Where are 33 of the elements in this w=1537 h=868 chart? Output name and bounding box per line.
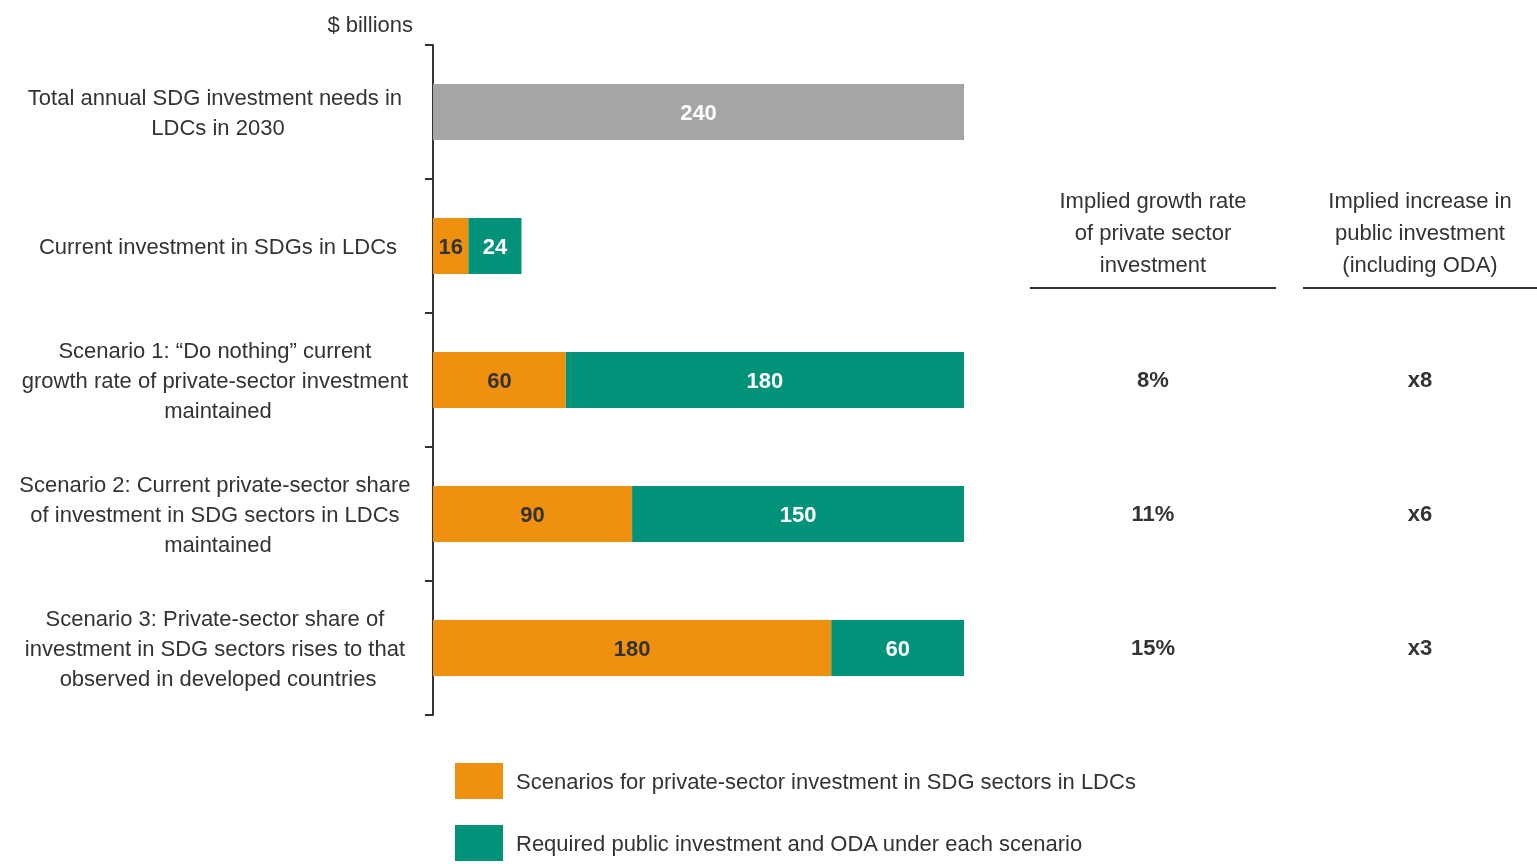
y-tick-label: Scenario 2: Current private-sector share of investment in SDG sectors in LDCs maintained	[19, 471, 417, 557]
bar	[433, 620, 832, 676]
legend-label: Scenarios for private-sector investment in SDG sectors in LDCs	[516, 768, 1136, 794]
text: x3	[1406, 635, 1434, 661]
text: Implied increase in public investment (including ODA)	[1303, 185, 1537, 289]
y-tick-label: Scenario 1: “Do nothing” current growth rate of private-sector investment maintained	[21, 337, 415, 423]
bar	[433, 486, 633, 542]
data-label: 180	[746, 367, 784, 393]
legend-label: Required public investment and ODA under each scenario	[516, 830, 1083, 856]
y-tick-label: Scenario 3: Private-sector share of investment in SDG sectors rises to that observed in developed countries	[24, 605, 412, 691]
text: 8%	[1136, 367, 1170, 393]
y-tick-label: Current investment in SDGs in LDCs	[38, 233, 398, 259]
data-label: 150	[779, 501, 817, 527]
bar	[565, 352, 964, 408]
data-label: 16	[438, 233, 463, 259]
text: 11%	[1130, 501, 1176, 527]
text: Implied growth rate of private sector investment	[1030, 185, 1276, 289]
y-tick-label: Total annual SDG investment needs in LDCs in 2030	[27, 84, 409, 140]
bar	[831, 620, 964, 676]
data-label: 180	[613, 635, 651, 661]
bar	[632, 486, 964, 542]
bar	[433, 84, 964, 140]
bar	[468, 218, 522, 274]
data-label: 60	[885, 635, 910, 661]
text: x8	[1406, 367, 1434, 393]
text: 15%	[1129, 635, 1176, 661]
data-label: 90	[520, 501, 545, 527]
bar	[433, 352, 566, 408]
y-axis-title: $ billions	[327, 11, 413, 37]
data-label: 24	[482, 233, 508, 259]
text: x6	[1406, 501, 1434, 527]
data-label: 60	[487, 367, 512, 393]
data-label: 240	[680, 99, 717, 125]
